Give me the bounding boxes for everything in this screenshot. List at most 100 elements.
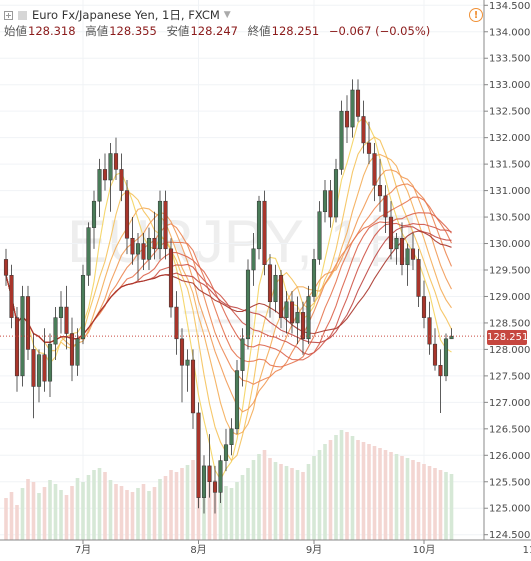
candle-body xyxy=(262,200,267,265)
collapse-toggle-icon[interactable] xyxy=(4,10,13,20)
candle xyxy=(240,328,245,387)
legend: Euro Fx/Japanese Yen, 1日, FXCM ▼ 始値128.3… xyxy=(4,7,436,39)
candle-body xyxy=(86,227,91,276)
volume-bar xyxy=(438,470,443,540)
candle xyxy=(130,217,135,265)
candle xyxy=(256,195,262,260)
volume-bar xyxy=(141,484,146,540)
volume-bar xyxy=(86,475,91,540)
volume-bar xyxy=(37,493,41,540)
candle xyxy=(311,248,317,302)
candle xyxy=(366,121,372,165)
candle-body xyxy=(97,169,102,202)
volume-bars xyxy=(4,430,454,540)
candle xyxy=(135,232,141,281)
chevron-down-icon[interactable]: ▼ xyxy=(223,10,231,20)
volume-bar xyxy=(224,486,228,540)
time-axis[interactable]: 7月 8月 9月 10月 11月 xyxy=(75,540,531,556)
candle xyxy=(119,153,124,202)
volume-bar xyxy=(405,458,410,540)
candle-body xyxy=(135,243,141,255)
candle-body xyxy=(163,200,168,250)
volume-bar xyxy=(334,435,338,540)
candle xyxy=(317,201,322,265)
candle xyxy=(234,360,240,435)
candle-body xyxy=(443,338,449,377)
candle-body xyxy=(300,312,306,340)
candle xyxy=(399,222,405,276)
candle xyxy=(427,301,432,355)
volume-bar xyxy=(81,482,85,540)
candle xyxy=(405,243,410,286)
volume-bar xyxy=(20,488,25,540)
candle xyxy=(245,259,251,350)
candle xyxy=(75,328,80,376)
candle xyxy=(86,222,91,286)
candle-body xyxy=(113,153,119,170)
candle xyxy=(141,232,146,270)
candle-body xyxy=(190,359,196,414)
volume-bar xyxy=(185,465,190,540)
candle xyxy=(53,307,58,360)
candle-body xyxy=(361,116,366,144)
volume-bar xyxy=(350,436,355,540)
candle-body xyxy=(141,243,146,260)
candle xyxy=(179,328,185,403)
volume-bar xyxy=(356,440,360,540)
volume-bar xyxy=(75,478,80,540)
volume-bar xyxy=(180,468,184,540)
candle-body xyxy=(289,301,295,324)
candle-body xyxy=(372,153,377,186)
candle xyxy=(168,238,174,318)
volume-bar xyxy=(48,480,52,540)
candle xyxy=(9,264,14,329)
volume-bar xyxy=(306,464,311,540)
candle xyxy=(69,317,75,382)
y-tick-label: 127.000 xyxy=(489,398,530,409)
volume-bar xyxy=(339,430,344,540)
candle xyxy=(262,190,267,276)
price-axis[interactable]: 124.500 125.000 125.500 126.000 126.500 127.0… xyxy=(484,1,530,541)
volume-bar xyxy=(367,444,371,540)
candle xyxy=(152,211,157,260)
candle-body xyxy=(438,365,443,377)
candle xyxy=(113,137,119,180)
volume-bar xyxy=(207,475,212,540)
symbol-title[interactable]: Euro Fx/Japanese Yen, 1日, FXCM xyxy=(32,8,220,22)
candle-body xyxy=(350,89,355,128)
candle-body xyxy=(218,460,223,493)
x-tick-label: 8月 xyxy=(190,544,206,556)
candle-body xyxy=(130,237,135,255)
volume-bar xyxy=(449,474,454,540)
candle-body xyxy=(355,89,361,117)
candle xyxy=(388,201,394,260)
x-tick-label: 7月 xyxy=(75,544,91,556)
y-tick-label: 129.500 xyxy=(489,266,530,277)
candle xyxy=(383,185,388,233)
candle xyxy=(97,158,102,218)
high-label: 高値 xyxy=(85,24,109,38)
candle-body xyxy=(383,195,388,218)
candle-body xyxy=(9,275,14,318)
volume-bar xyxy=(246,468,250,540)
y-tick-label: 125.500 xyxy=(489,477,530,488)
y-tick-label: 134.500 xyxy=(489,1,530,12)
alert-icon[interactable]: ! xyxy=(469,8,483,22)
volume-bar xyxy=(218,484,223,540)
candle xyxy=(218,455,223,503)
volume-bar xyxy=(92,470,96,540)
open-label: 始値 xyxy=(4,24,27,38)
candle-body xyxy=(69,333,75,366)
volume-bar xyxy=(301,472,305,540)
candle xyxy=(58,291,64,334)
candle-body xyxy=(284,301,289,318)
candle-body xyxy=(201,465,207,498)
volume-bar xyxy=(4,498,8,540)
candle xyxy=(443,333,449,382)
candle-body xyxy=(108,153,113,181)
volume-bar xyxy=(383,450,388,540)
candle xyxy=(361,100,366,154)
candle-body xyxy=(25,296,31,350)
